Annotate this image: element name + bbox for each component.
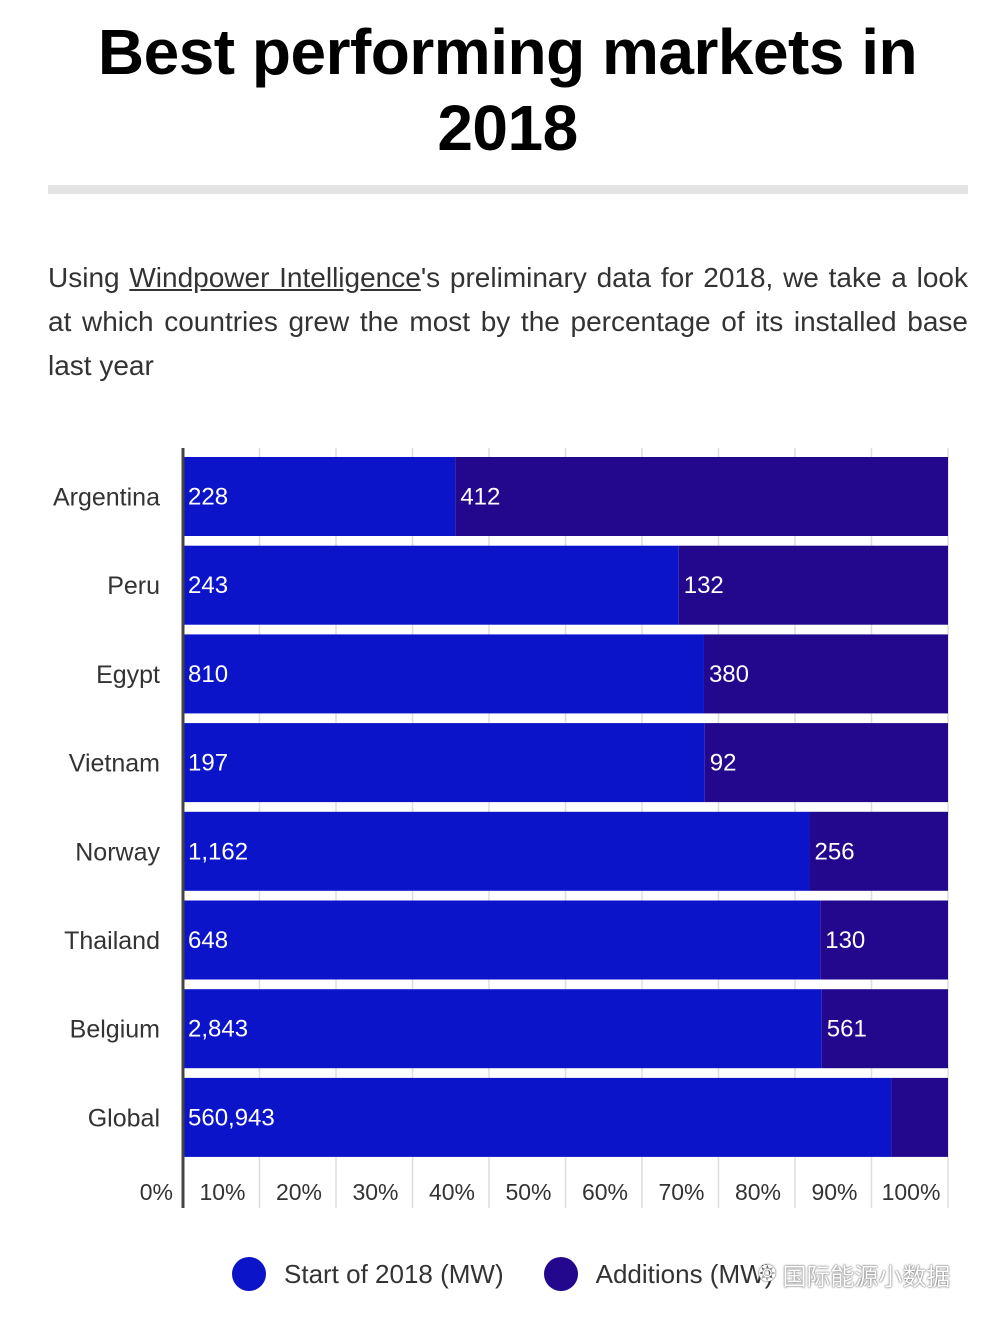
- x-tick-label: 20%: [276, 1179, 322, 1205]
- data-label-additions: 380: [709, 661, 749, 688]
- bar-additions-peru: [678, 545, 948, 625]
- x-tick-label: 70%: [658, 1179, 704, 1205]
- legend-swatch-additions: [543, 1257, 578, 1291]
- bar-additions-belgium: [821, 989, 948, 1069]
- category-label: Peru: [107, 572, 160, 600]
- watermark: ❂ 国际能源小数据: [758, 1252, 950, 1296]
- x-tick-label: 50%: [505, 1179, 551, 1205]
- data-label-start: 2,843: [188, 1016, 248, 1043]
- data-label-additions: 92: [710, 750, 737, 777]
- x-tick-label: 80%: [735, 1179, 781, 1205]
- data-label-start: 243: [188, 572, 228, 599]
- legend-item-additions[interactable]: Additions (MW): [543, 1257, 774, 1291]
- category-label: Global: [88, 1104, 160, 1132]
- title-divider: [48, 185, 968, 194]
- bar-start-argentina: [183, 457, 456, 536]
- bar-start-vietnam: [183, 723, 705, 803]
- legend-label-additions: Additions (MW): [595, 1258, 774, 1289]
- data-label-start: 197: [188, 750, 228, 777]
- intro-before: Using: [48, 262, 130, 293]
- bar-start-egypt: [183, 634, 704, 714]
- x-tick-label: 90%: [811, 1179, 857, 1205]
- data-label-start: 810: [188, 661, 228, 688]
- bar-additions-thailand: [820, 900, 948, 980]
- data-label-start: 648: [188, 927, 228, 954]
- data-label-additions: 130: [825, 927, 865, 954]
- bar-start-global: [183, 1077, 892, 1157]
- x-tick-label: 0%: [140, 1179, 173, 1205]
- data-label-start: 1,162: [188, 838, 248, 865]
- category-label: Vietnam: [69, 750, 160, 778]
- data-label-additions: 256: [815, 838, 855, 865]
- legend-item-start[interactable]: Start of 2018 (MW): [232, 1257, 504, 1291]
- x-tick-label: 100%: [882, 1179, 941, 1205]
- bar-additions-norway: [809, 811, 948, 891]
- legend-label-start: Start of 2018 (MW): [284, 1258, 504, 1289]
- stacked-bar-chart: Argentina 228 412 Peru 243 132 Egypt 810 380 Viet…: [53, 448, 949, 1208]
- bar-start-belgium: [183, 989, 822, 1069]
- legend-swatch-start: [232, 1257, 266, 1291]
- bar-start-peru: [183, 545, 679, 625]
- data-label-additions: 561: [827, 1016, 867, 1043]
- bar-additions-egypt: [703, 634, 948, 714]
- chart-legend: Start of 2018 (MW) Additions (MW): [232, 1252, 813, 1296]
- x-tick-label: 40%: [429, 1179, 475, 1205]
- data-label-start: 560,943: [188, 1104, 275, 1131]
- page-title: Best performing markets in 2018: [97, 16, 918, 164]
- x-tick-label: 10%: [199, 1179, 245, 1205]
- bar-additions-vietnam: [704, 723, 948, 803]
- data-label-additions: 132: [684, 572, 724, 599]
- wechat-icon: ❂: [758, 1261, 777, 1286]
- x-tick-label: 60%: [582, 1179, 628, 1205]
- data-label-start: 228: [188, 484, 228, 511]
- watermark-text: 国际能源小数据: [782, 1263, 951, 1291]
- bar-start-norway: [183, 811, 810, 891]
- data-label-additions: 412: [460, 484, 500, 511]
- category-label: Thailand: [64, 927, 160, 955]
- category-label: Norway: [75, 838, 160, 866]
- intro-after: 's preliminary data for 2018, we take a …: [48, 262, 968, 381]
- bar-additions-argentina: [455, 457, 948, 536]
- windpower-intelligence-link[interactable]: Windpower Intelligence: [129, 262, 421, 293]
- bar-additions-global: [891, 1077, 948, 1157]
- intro-text: Using Windpower Intelligence's prelimina…: [48, 256, 968, 388]
- bar-start-thailand: [183, 900, 821, 980]
- category-label: Belgium: [70, 1016, 160, 1044]
- category-label: Egypt: [96, 661, 160, 689]
- category-label: Argentina: [53, 484, 160, 512]
- x-tick-label: 30%: [352, 1179, 398, 1205]
